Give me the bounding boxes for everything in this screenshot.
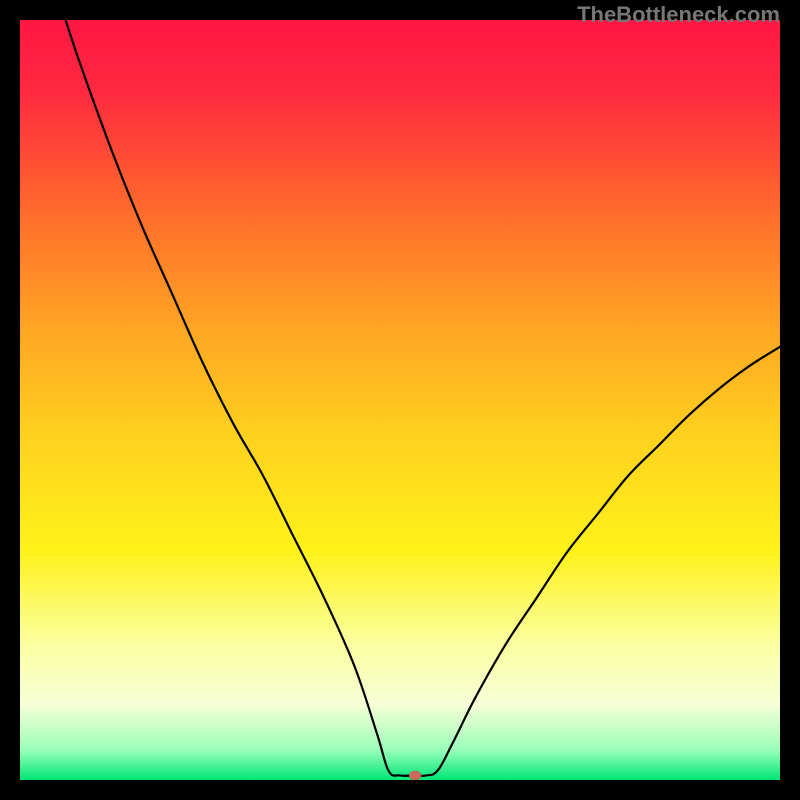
optimum-marker (409, 771, 421, 780)
bottleneck-curve (66, 20, 780, 776)
curve-overlay (0, 0, 800, 800)
watermark-text: TheBottleneck.com (577, 2, 780, 28)
chart-container: TheBottleneck.com (0, 0, 800, 800)
